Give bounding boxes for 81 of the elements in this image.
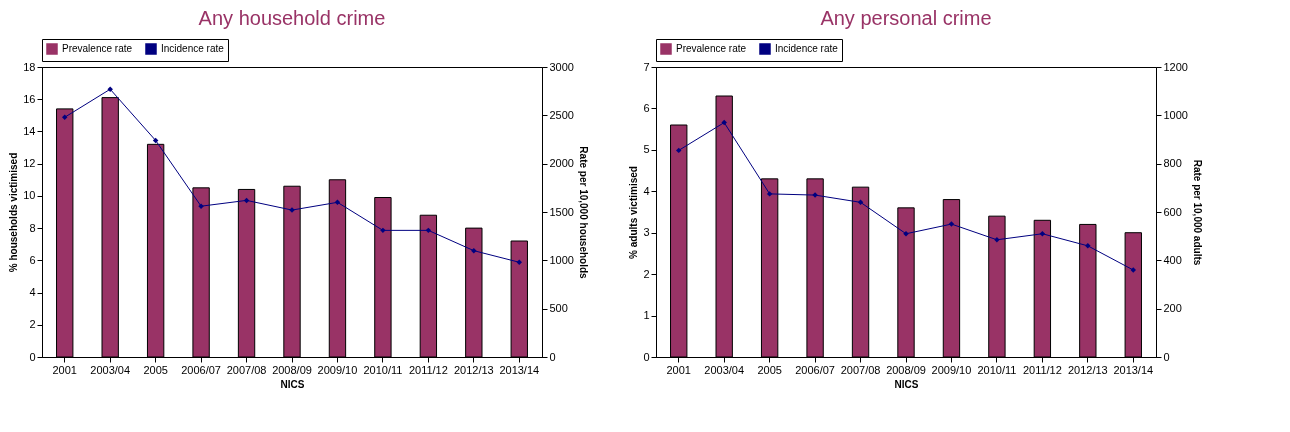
point — [1085, 243, 1091, 249]
x-tick-label: 2003/04 — [704, 363, 745, 376]
point — [107, 86, 113, 92]
legend-label: Incidence rate — [161, 43, 225, 54]
y-tick-label: 6 — [29, 253, 36, 266]
y-tick-label: 2 — [643, 267, 650, 280]
x-tick-label: 2011/12 — [408, 363, 448, 376]
legend-label: Prevalence rate — [676, 43, 747, 54]
y-tick-label: 4 — [643, 184, 650, 197]
y-axis-title: % households victimised — [8, 152, 20, 273]
y-tick-label: 1 — [643, 309, 650, 322]
y-tick-label: 12 — [23, 157, 36, 170]
point — [471, 247, 477, 254]
x-tick-label: 2013/14 — [499, 363, 540, 376]
y2-tick-label: 200 — [1163, 302, 1182, 315]
x-tick-label: 2011/12 — [1022, 363, 1062, 376]
point — [380, 227, 386, 234]
y2-tick-label: 2000 — [549, 157, 574, 170]
y2-tick-label: 500 — [549, 302, 568, 315]
x-tick-label: 2010/11 — [363, 363, 403, 376]
y-tick-label: 14 — [23, 124, 36, 137]
legend-label: Incidence rate — [775, 43, 839, 54]
y2-tick-label: 600 — [1163, 205, 1182, 218]
y-tick-label: 3 — [643, 226, 650, 239]
y-tick-label: 7 — [643, 60, 650, 73]
x-tick-label: 2008/09 — [886, 363, 926, 376]
legend-label: Prevalence rate — [62, 43, 133, 54]
x-tick-label: 2012/13 — [453, 363, 494, 376]
y-axis-title: % adults victimised — [628, 166, 640, 259]
y2-axis-title: Rate per 10,000 households — [577, 146, 589, 280]
y2-tick-label: 800 — [1163, 157, 1182, 170]
point — [948, 221, 955, 227]
y2-tick-label: 1000 — [1163, 108, 1188, 121]
chart-title: Any household crime — [198, 6, 386, 29]
x-tick-label: 2007/08 — [840, 363, 881, 376]
x-tick-label: 2009/10 — [317, 363, 358, 376]
chart-title: Any personal crime — [820, 6, 992, 29]
y2-tick-label: 0 — [1163, 350, 1170, 363]
y-tick-label: 2 — [29, 318, 36, 331]
point — [516, 259, 523, 266]
x-axis-title: NICS — [894, 378, 919, 390]
point — [675, 147, 682, 154]
point — [994, 237, 1000, 243]
point — [198, 203, 204, 209]
y2-axis-title: Rate per 10,000 adults — [1191, 159, 1203, 266]
y2-tick-label: 3000 — [549, 60, 574, 73]
y-tick-label: 0 — [29, 350, 36, 363]
x-tick-label: 2012/13 — [1067, 363, 1108, 376]
y2-tick-label: 400 — [1163, 253, 1182, 266]
y-tick-label: 18 — [23, 60, 36, 73]
point — [1039, 231, 1046, 237]
x-tick-label: 2001 — [52, 363, 77, 376]
x-tick-label: 2009/10 — [931, 363, 972, 376]
point — [721, 119, 727, 126]
x-tick-label: 2003/04 — [90, 363, 131, 376]
y2-tick-label: 1500 — [549, 205, 574, 218]
y-tick-label: 4 — [29, 286, 36, 299]
y-tick-label: 8 — [29, 221, 36, 234]
y2-tick-label: 1000 — [549, 253, 574, 266]
x-tick-label: 2008/09 — [272, 363, 312, 376]
x-axis-title: NICS — [280, 378, 305, 390]
y-tick-label: 5 — [643, 143, 650, 156]
x-tick-label: 2005 — [143, 363, 168, 376]
x-tick-label: 2007/08 — [226, 363, 267, 376]
y-tick-label: 16 — [23, 92, 36, 105]
x-tick-label: 2006/07 — [181, 363, 221, 376]
x-tick-label: 2010/11 — [977, 363, 1017, 376]
y2-tick-label: 1200 — [1163, 60, 1188, 73]
y2-tick-label: 2500 — [549, 108, 574, 121]
x-tick-label: 2001 — [666, 363, 691, 376]
x-tick-label: 2005 — [757, 363, 782, 376]
x-tick-label: 2006/07 — [795, 363, 835, 376]
point — [425, 227, 432, 234]
y-tick-label: 10 — [23, 189, 36, 202]
y-tick-label: 0 — [643, 350, 650, 363]
x-tick-label: 2013/14 — [1113, 363, 1154, 376]
point — [61, 114, 68, 121]
point — [766, 191, 773, 197]
point — [1130, 267, 1137, 273]
y2-tick-label: 0 — [549, 350, 556, 363]
y-tick-label: 6 — [643, 101, 650, 114]
